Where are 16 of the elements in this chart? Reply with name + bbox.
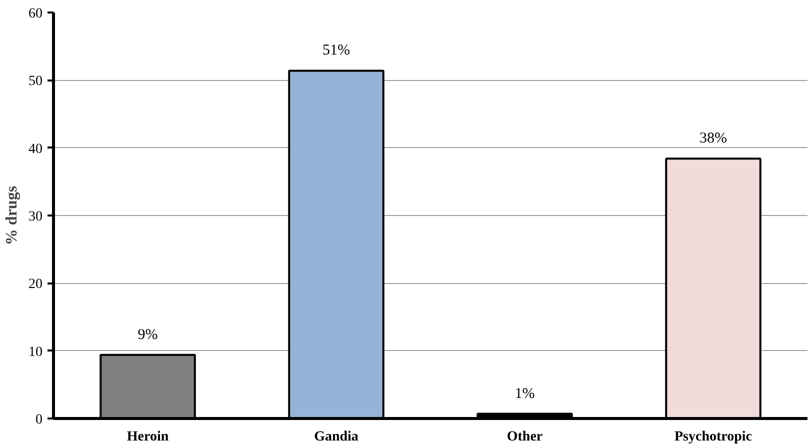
y-tick-label: 60 bbox=[28, 6, 42, 22]
y-tick-label: 0 bbox=[36, 412, 42, 428]
data-label: 9% bbox=[138, 326, 158, 343]
data-label: 51% bbox=[322, 42, 350, 59]
y-tick-label: 40 bbox=[28, 142, 42, 157]
x-tick-label: Other bbox=[506, 430, 543, 444]
x-tick-label: Psychotropic bbox=[674, 430, 752, 444]
y-tick-label: 30 bbox=[28, 210, 42, 224]
x-tick-label: Gandia bbox=[314, 430, 358, 444]
y-tick-label: 50 bbox=[28, 74, 42, 90]
data-label: 38% bbox=[700, 130, 727, 147]
x-tick-label: Heroin bbox=[126, 430, 169, 444]
data-label: 1% bbox=[514, 386, 535, 402]
y-tick-label: 20 bbox=[28, 277, 42, 292]
y-axis-title: % drugs bbox=[4, 186, 20, 246]
y-tick-label: 10 bbox=[28, 344, 42, 360]
